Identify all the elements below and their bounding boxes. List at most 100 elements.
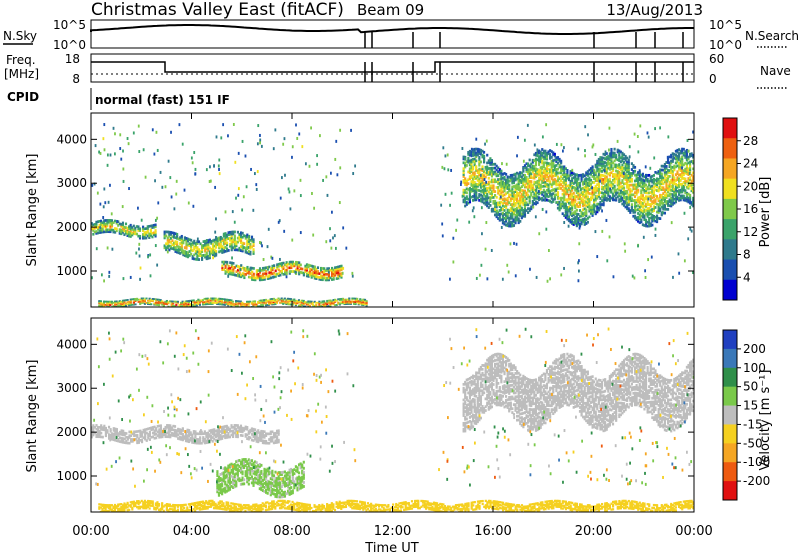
heatmap-cell [252, 252, 255, 255]
heatmap-cell [149, 228, 152, 232]
heatmap-cell [501, 190, 505, 194]
heatmap-cell [599, 197, 602, 200]
heatmap-cell [640, 218, 643, 222]
heatmap-cell [605, 177, 608, 181]
heatmap-cell [544, 196, 547, 200]
heatmap-cell [564, 180, 567, 184]
heatmap-cell [687, 181, 690, 184]
heatmap-cell [320, 276, 323, 280]
heatmap-cell [677, 158, 681, 161]
heatmap-cell [273, 266, 276, 269]
heatmap-cell [246, 301, 249, 304]
heatmap-cell [503, 187, 506, 191]
colorbar-swatch [723, 259, 737, 281]
heatmap-cell [497, 182, 500, 185]
heatmap-cell [564, 216, 567, 219]
heatmap-cell [241, 243, 244, 247]
heatmap-cell [514, 174, 517, 178]
heatmap-cell [114, 219, 117, 223]
heatmap-cell [337, 271, 340, 274]
heatmap-cell [149, 234, 152, 237]
heatmap-cell [208, 254, 211, 258]
heatmap-cell [185, 242, 188, 246]
heatmap-cell [531, 170, 534, 174]
heatmap-cell [269, 483, 272, 487]
heatmap-cell [564, 198, 567, 202]
heatmap-cell [482, 156, 486, 160]
heatmap-cell [594, 190, 597, 194]
heatmap-cell [520, 206, 523, 210]
heatmap-cell [106, 153, 109, 157]
heatmap-cell [549, 180, 552, 184]
heatmap-cell [471, 189, 475, 192]
heatmap-cell [115, 303, 118, 306]
heatmap-cell [473, 181, 476, 184]
heatmap-cell [683, 211, 686, 215]
heatmap-cell [260, 241, 263, 245]
heatmap-cell [280, 271, 284, 275]
heatmap-cell [674, 155, 678, 159]
heatmap-cell [503, 193, 506, 197]
heatmap-cell [602, 199, 605, 203]
heatmap-cell [216, 298, 219, 301]
heatmap-cell [495, 186, 498, 189]
heatmap-cell [627, 207, 630, 211]
heatmap-cell [647, 135, 650, 139]
heatmap-cell [616, 195, 619, 199]
heatmap-cell [611, 194, 615, 198]
heatmap-cell [682, 188, 685, 192]
heatmap-cell [271, 471, 274, 475]
heatmap-cell [654, 206, 657, 209]
heatmap-cell [232, 469, 235, 473]
heatmap-cell [265, 273, 268, 277]
heatmap-cell [621, 169, 624, 173]
nsky-tick-bottom: 10^0 [53, 38, 86, 52]
heatmap-cell [679, 165, 682, 169]
heatmap-cell [254, 476, 257, 480]
heatmap-cell [217, 477, 221, 481]
heatmap-cell [593, 198, 596, 202]
heatmap-cell [310, 274, 313, 277]
heatmap-cell [235, 303, 238, 306]
heatmap-cell [275, 479, 279, 482]
heatmap-cell [274, 299, 277, 302]
heatmap-cell [96, 220, 100, 224]
heatmap-cell [522, 195, 525, 199]
heatmap-cell [107, 220, 110, 224]
heatmap-cell [531, 184, 534, 188]
heatmap-cell [538, 163, 541, 166]
heatmap-cell [154, 298, 158, 301]
heatmap-cell [541, 161, 544, 165]
heatmap-cell [330, 246, 333, 250]
heatmap-cell [301, 271, 304, 275]
heatmap-cell [564, 206, 567, 210]
heatmap-cell [302, 303, 305, 306]
heatmap-cell [651, 210, 654, 213]
heatmap-cell [528, 197, 531, 201]
heatmap-cell [684, 154, 687, 157]
heatmap-cell [550, 169, 553, 173]
heatmap-cell [654, 215, 657, 219]
heatmap-cell [461, 146, 464, 150]
heatmap-cell [246, 478, 249, 482]
heatmap-cell [534, 151, 538, 155]
heatmap-cell [555, 188, 557, 192]
heatmap-cell [602, 162, 605, 166]
heatmap-cell [629, 211, 632, 214]
heatmap-cell [516, 193, 519, 196]
heatmap-cell [112, 228, 115, 232]
heatmap-cell [473, 163, 476, 167]
heatmap-cell [236, 304, 239, 307]
heatmap-cell [589, 178, 593, 182]
heatmap-cell [228, 471, 232, 475]
heatmap-cell [152, 231, 156, 235]
heatmap-cell [552, 200, 555, 203]
heatmap-cell [94, 144, 97, 148]
heatmap-cell [326, 193, 329, 197]
heatmap-cell [224, 468, 227, 472]
heatmap-cell [511, 194, 514, 198]
heatmap-cell [629, 183, 632, 187]
heatmap-cell [191, 249, 194, 252]
heatmap-cell [545, 185, 549, 188]
heatmap-cell [305, 267, 309, 270]
